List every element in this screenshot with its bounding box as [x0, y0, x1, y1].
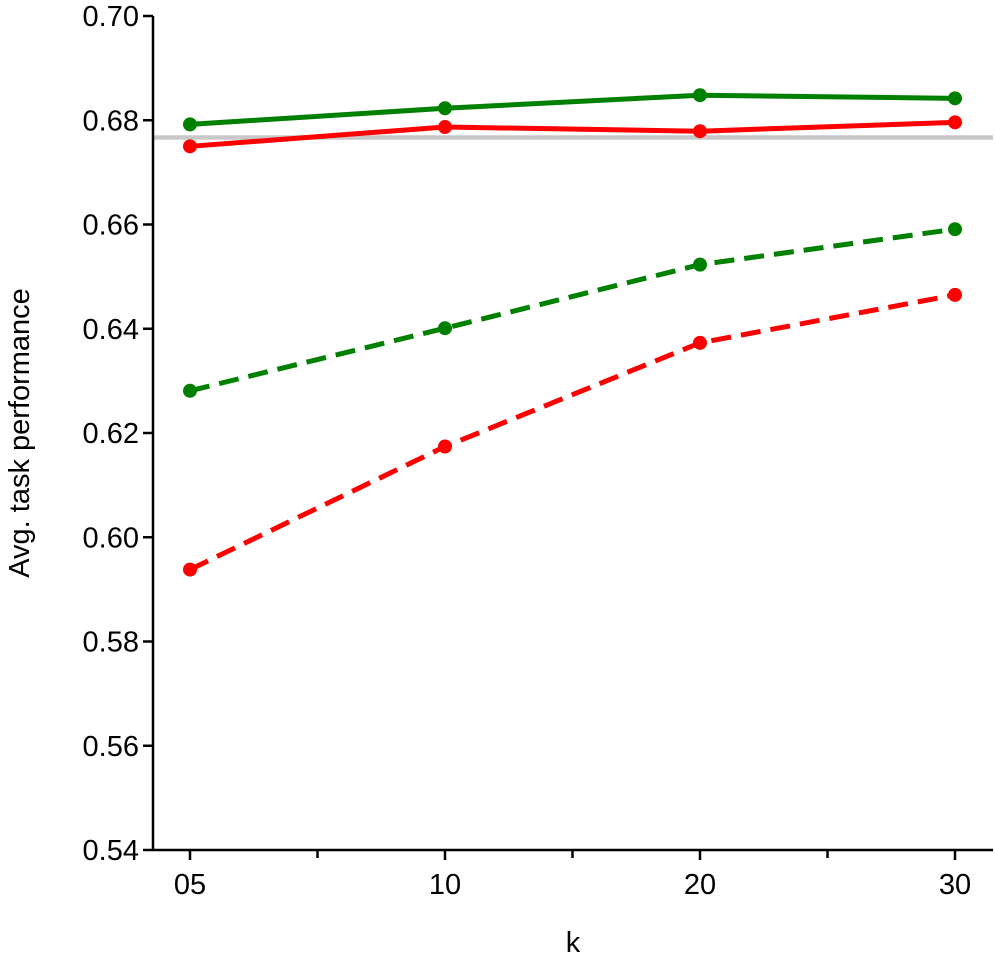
y-tick-label: 0.56 — [83, 731, 139, 763]
data-point — [693, 88, 707, 103]
axes-group: 0.54 0.56 0.58 0.60 0.62 0.64 0.66 0.68 0.70 05 10… — [83, 1, 993, 901]
data-point — [693, 335, 707, 350]
data-point — [948, 222, 962, 237]
series-line — [189, 119, 956, 149]
data-point — [183, 562, 197, 577]
series-group — [183, 88, 962, 577]
data-point — [948, 287, 962, 302]
series-line — [188, 292, 956, 572]
x-tick-label: 10 — [429, 869, 461, 901]
data-point — [438, 101, 452, 116]
x-tick-label: 20 — [684, 869, 716, 901]
series-line — [189, 226, 956, 394]
data-point — [693, 257, 707, 272]
data-point — [183, 383, 197, 398]
y-tick-label: 0.66 — [83, 210, 139, 242]
data-point — [948, 115, 962, 130]
x-tick-label: 30 — [939, 869, 971, 901]
y-tick-label: 0.62 — [83, 418, 139, 450]
data-point — [183, 139, 197, 154]
y-axis-label: Avg. task performance — [4, 288, 36, 578]
y-tick-label: 0.54 — [83, 835, 139, 867]
y-tick-label: 0.68 — [83, 105, 139, 137]
series-line — [189, 92, 956, 127]
data-point — [693, 124, 707, 139]
data-point — [438, 321, 452, 336]
data-point — [438, 120, 452, 135]
data-point — [438, 439, 452, 454]
x-axis-label: k — [566, 927, 581, 959]
y-tick-label: 0.64 — [83, 314, 139, 346]
y-tick-label: 0.70 — [83, 1, 139, 33]
y-tick-label: 0.60 — [83, 522, 139, 554]
data-point — [183, 117, 197, 132]
y-tick-label: 0.58 — [83, 627, 139, 659]
x-tick-label: 05 — [174, 869, 206, 901]
data-point — [948, 91, 962, 106]
